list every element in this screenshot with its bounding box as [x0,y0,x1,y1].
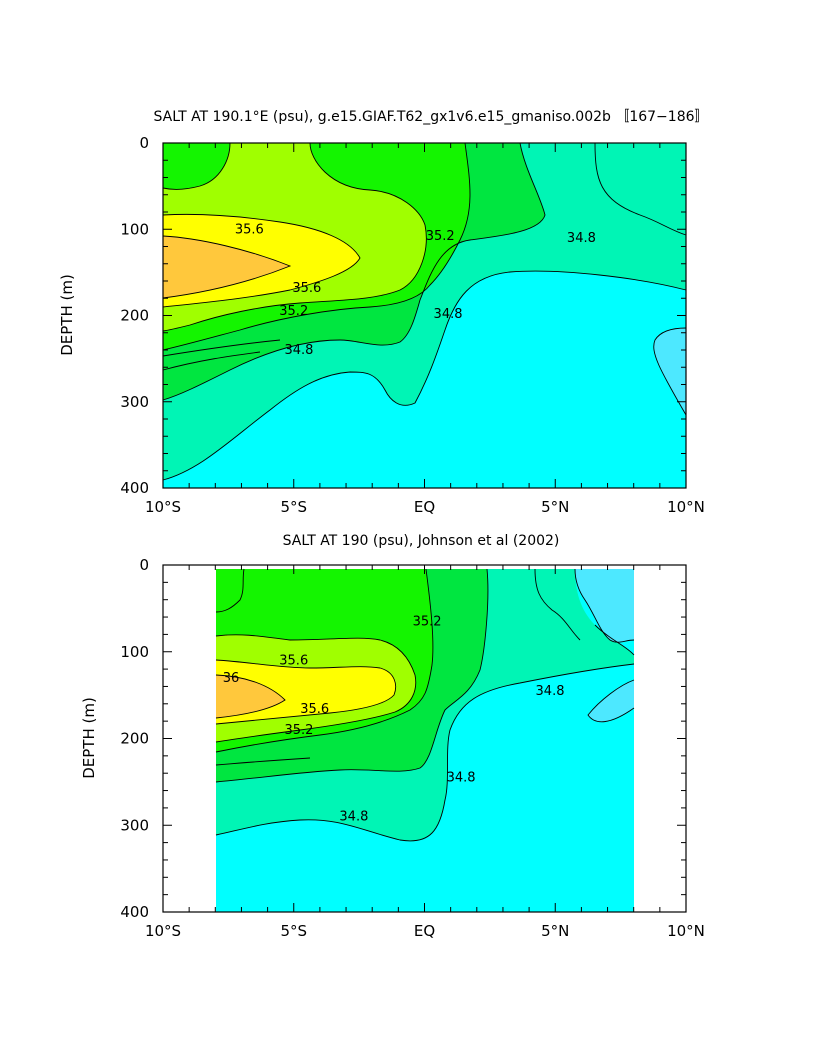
panel-title: SALT AT 190.1°E (psu), g.e15.GIAF.T62_gx… [153,109,708,125]
x-tick-label: 5°N [541,498,569,516]
contour-label: 35.2 [285,723,314,738]
x-tick-label: EQ [414,498,435,516]
plot-area: 35.6 35.2 34.8 35.6 35.2 34.8 34.8 [162,142,687,488]
contour-lines [162,142,687,481]
contour-label: 35.2 [426,229,455,244]
contour-label: 35.6 [235,222,264,237]
x-tick-label: 10°S [145,498,181,516]
contour-label: 35.6 [300,702,329,717]
x-tick-labels: 10°S 5°S EQ 5°N 10°N [145,922,705,940]
x-tick-label: 10°N [667,922,705,940]
x-tick-label: EQ [414,922,435,940]
y-tick-label: 400 [120,479,149,497]
contour-label: 35.2 [279,304,308,319]
axis-ticks [162,564,687,913]
panel-model: SALT AT 190.1°E (psu), g.e15.GIAF.T62_gx… [58,109,709,516]
contour-label: 35.6 [292,281,321,296]
contour-label: 34.8 [447,771,476,786]
y-tick-labels: 0 100 200 300 400 [120,556,149,921]
y-tick-label: 100 [120,643,149,661]
fill-above-36 [163,236,290,298]
y-tick-label: 0 [139,556,149,574]
x-tick-label: 10°S [145,922,181,940]
x-tick-label: 5°S [280,498,307,516]
fill-35-2-35-4-cap [163,143,230,190]
contour-label: 34.8 [536,684,565,699]
contour-label: 34.8 [285,343,314,358]
y-axis-label: DEPTH (m) [80,697,98,779]
fill-below-34-6 [653,328,686,415]
y-tick-labels: 0 100 200 300 400 [120,134,149,497]
x-tick-label: 5°N [541,922,569,940]
contour-lines [215,568,635,842]
plot-area: 35.2 35.6 36 35.6 35.2 34.8 34.8 34.8 [215,568,635,912]
contour-label: 34.8 [567,231,596,246]
y-tick-label: 100 [120,220,149,238]
y-tick-label: 200 [120,730,149,748]
y-tick-label: 300 [120,393,149,411]
contour-label: 34.8 [339,810,368,825]
contour-label: 35.6 [279,653,308,668]
y-tick-label: 300 [120,816,149,834]
x-tick-label: 10°N [667,498,705,516]
contour-labels: 35.6 35.2 34.8 35.6 35.2 34.8 34.8 [235,222,596,358]
y-tick-label: 400 [120,903,149,921]
y-axis-label: DEPTH (m) [58,274,76,356]
x-tick-labels: 10°S 5°S EQ 5°N 10°N [145,498,705,516]
axis-ticks [162,142,687,489]
fill-above-36 [216,675,285,718]
fill-below-34-6-2 [588,680,634,722]
x-tick-label: 5°S [280,922,307,940]
panel-title: SALT AT 190 (psu), Johnson et al (2002) [283,533,560,549]
panel-observed: SALT AT 190 (psu), Johnson et al (2002) [80,533,705,940]
y-tick-label: 0 [139,134,149,152]
contour-label: 34.8 [434,307,463,322]
contour-label: 35.2 [413,614,442,629]
contour-label: 36 [223,671,240,686]
contour-labels: 35.2 35.6 36 35.6 35.2 34.8 34.8 34.8 [223,614,565,824]
fill-below-34-6 [575,569,634,643]
y-tick-label: 200 [120,307,149,325]
